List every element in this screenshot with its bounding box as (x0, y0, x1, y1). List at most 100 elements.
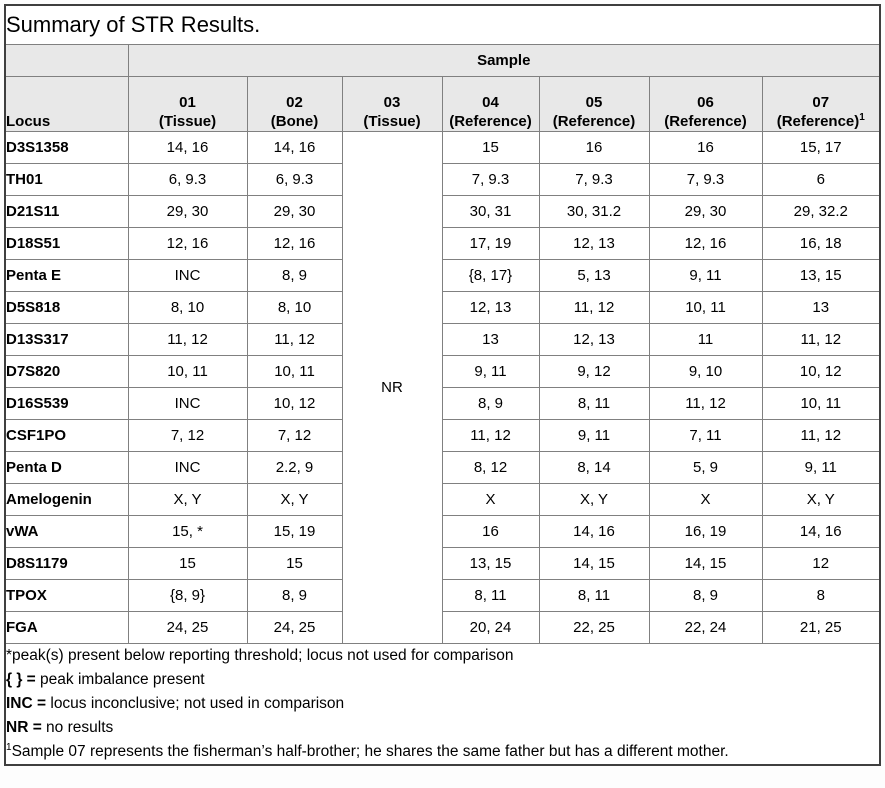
sample-02-cell: 12, 16 (246, 227, 343, 260)
locus-cell: Penta D (4, 451, 129, 484)
sample-01-cell: INC (127, 451, 248, 484)
sample-type: (Bone) (270, 113, 319, 130)
sample-05-cell: 11, 12 (538, 291, 650, 324)
footnote-braces: { } = peak imbalance present (6, 671, 205, 688)
column-header-07: 07 (Reference)1 (761, 76, 881, 132)
sample-05-cell: 9, 12 (538, 355, 650, 388)
footnote-asterisk: *peak(s) present below reporting thresho… (6, 647, 514, 664)
footnotes-row: *peak(s) present below reporting thresho… (4, 643, 881, 766)
sample-06-cell: 14, 15 (648, 547, 763, 580)
locus-cell: D21S11 (4, 195, 129, 228)
no-results-merged-cell: NR (341, 131, 443, 644)
sample-04-cell: 12, 13 (441, 291, 540, 324)
sample-01-cell: 11, 12 (127, 323, 248, 356)
sample-05-cell: 14, 16 (538, 515, 650, 548)
page-title: Summary of STR Results. (4, 4, 881, 45)
sample-number: 07 (812, 94, 830, 111)
locus-cell: TPOX (4, 579, 129, 612)
column-header-01: 01 (Tissue) (127, 76, 248, 132)
sample-05-cell: 8, 11 (538, 387, 650, 420)
locus-cell: D3S1358 (4, 131, 129, 164)
sample-04-cell: 20, 24 (441, 611, 540, 644)
sample-06-cell: 22, 24 (648, 611, 763, 644)
sample-06-cell: 29, 30 (648, 195, 763, 228)
sample-06-cell: 12, 16 (648, 227, 763, 260)
sample-05-cell: X, Y (538, 483, 650, 516)
sample-01-cell: INC (127, 387, 248, 420)
sample-06-cell: 7, 11 (648, 419, 763, 452)
table-row: Penta D INC 2.2, 9 8, 12 8, 14 5, 9 9, 1… (4, 451, 881, 484)
sample-01-cell: 6, 9.3 (127, 163, 248, 196)
sample-06-cell: 8, 9 (648, 579, 763, 612)
sample-02-cell: 14, 16 (246, 131, 343, 164)
sample-04-cell: 11, 12 (441, 419, 540, 452)
sample-02-cell: 8, 9 (246, 259, 343, 292)
sample-02-cell: 11, 12 (246, 323, 343, 356)
table-row: D7S820 10, 11 10, 11 9, 11 9, 12 9, 10 1… (4, 355, 881, 388)
sample-02-cell: 10, 11 (246, 355, 343, 388)
table-row: Penta E INC 8, 9 {8, 17} 5, 13 9, 11 13,… (4, 259, 881, 292)
sample-07-cell: 13 (761, 291, 881, 324)
locus-cell: D7S820 (4, 355, 129, 388)
sample-06-cell: 10, 11 (648, 291, 763, 324)
sample-type: (Reference) (552, 113, 636, 130)
sample-05-cell: 8, 14 (538, 451, 650, 484)
locus-cell: D5S818 (4, 291, 129, 324)
sample-number: 03 (383, 94, 401, 111)
table-row: vWA 15, * 15, 19 16 14, 16 16, 19 14, 16 (4, 515, 881, 548)
locus-cell: D16S539 (4, 387, 129, 420)
sample-type: (Reference) (449, 113, 532, 130)
sample-02-cell: 24, 25 (246, 611, 343, 644)
sample-type: (Reference)1 (776, 112, 865, 131)
sample-05-cell: 5, 13 (538, 259, 650, 292)
footnote-nr: NR = no results (6, 719, 114, 736)
sample-02-cell: 15 (246, 547, 343, 580)
sample-02-cell: 8, 10 (246, 291, 343, 324)
sample-07-cell: 8 (761, 579, 881, 612)
sample-05-cell: 30, 31.2 (538, 195, 650, 228)
sample-05-cell: 16 (538, 131, 650, 164)
sample-07-cell: 21, 25 (761, 611, 881, 644)
sample-06-cell: 11 (648, 323, 763, 356)
sample-07-cell: 14, 16 (761, 515, 881, 548)
column-header-05: 05 (Reference) (538, 76, 650, 132)
sample-01-cell: 14, 16 (127, 131, 248, 164)
sample-04-cell: {8, 17} (441, 259, 540, 292)
sample-06-cell: 16, 19 (648, 515, 763, 548)
sample-07-cell: 11, 12 (761, 323, 881, 356)
sample-07-cell: 29, 32.2 (761, 195, 881, 228)
sample-06-cell: 9, 11 (648, 259, 763, 292)
sample-01-cell: 7, 12 (127, 419, 248, 452)
sample-04-cell: 8, 9 (441, 387, 540, 420)
locus-cell: TH01 (4, 163, 129, 196)
sample-04-cell: 7, 9.3 (441, 163, 540, 196)
sample-04-cell: 17, 19 (441, 227, 540, 260)
table-row: D18S51 12, 16 12, 16 17, 19 12, 13 12, 1… (4, 227, 881, 260)
sample-number: 05 (585, 94, 603, 111)
locus-cell: FGA (4, 611, 129, 644)
sample-01-cell: {8, 9} (127, 579, 248, 612)
sample-01-cell: 12, 16 (127, 227, 248, 260)
sample-01-cell: INC (127, 259, 248, 292)
sample-04-cell: 16 (441, 515, 540, 548)
column-header-02: 02 (Bone) (246, 76, 343, 132)
column-header-row: Locus 01 (Tissue) 02 (Bone) 03 (Tissue) … (4, 76, 881, 132)
table-row: D21S11 29, 30 29, 30 30, 31 30, 31.2 29,… (4, 195, 881, 228)
sample-07-cell: 13, 15 (761, 259, 881, 292)
sample-type: (Tissue) (158, 113, 217, 130)
sample-02-cell: 6, 9.3 (246, 163, 343, 196)
table-row: D8S1179 15 15 13, 15 14, 15 14, 15 12 (4, 547, 881, 580)
sample-05-cell: 9, 11 (538, 419, 650, 452)
sample-04-cell: 15 (441, 131, 540, 164)
sample-05-cell: 7, 9.3 (538, 163, 650, 196)
sample-07-cell: 6 (761, 163, 881, 196)
sample-07-cell: 9, 11 (761, 451, 881, 484)
sample-06-cell: X (648, 483, 763, 516)
locus-cell: D18S51 (4, 227, 129, 260)
sample-05-cell: 12, 13 (538, 323, 650, 356)
sample-01-cell: 29, 30 (127, 195, 248, 228)
sample-type: (Reference) (664, 113, 747, 130)
sample-07-cell: 10, 12 (761, 355, 881, 388)
table-row: TH01 6, 9.3 6, 9.3 7, 9.3 7, 9.3 7, 9.3 … (4, 163, 881, 196)
